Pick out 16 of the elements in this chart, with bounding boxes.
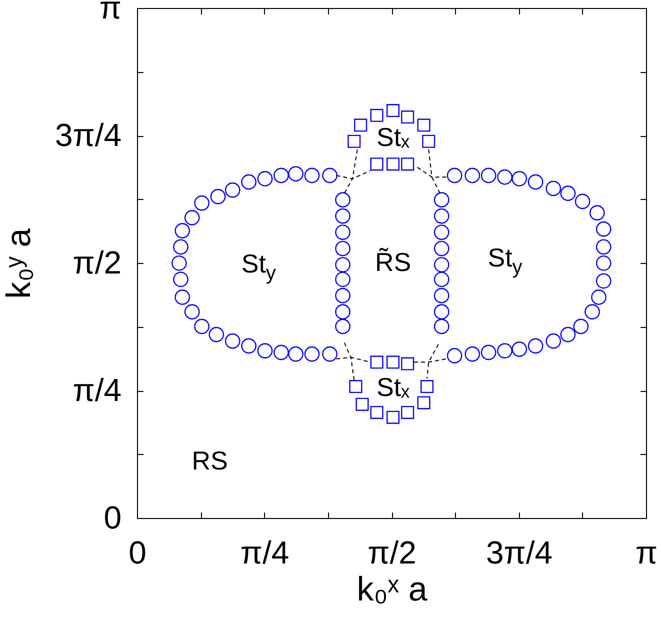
x-tick-label: π xyxy=(635,534,658,570)
annotation: RS xyxy=(192,445,228,476)
x-tick-label: π/2 xyxy=(368,534,416,570)
y-tick-label: π xyxy=(99,0,122,26)
x-tick-label: π/4 xyxy=(240,534,290,570)
y-tick-label: 3π/4 xyxy=(54,117,122,153)
y-axis-title: k₀ʸ a xyxy=(0,228,38,299)
annotation: Stₓ xyxy=(376,122,410,152)
x-axis-title: k₀ˣ a xyxy=(356,570,428,608)
annotation: Stₓ xyxy=(376,372,410,402)
y-tick-label: π/2 xyxy=(72,244,122,280)
y-tick-label: 0 xyxy=(104,500,122,536)
y-tick-label: π/4 xyxy=(72,372,122,408)
x-tick-label: 3π/4 xyxy=(486,534,553,570)
annotation: R̃S xyxy=(374,247,412,277)
x-tick-label: 0 xyxy=(128,534,146,570)
